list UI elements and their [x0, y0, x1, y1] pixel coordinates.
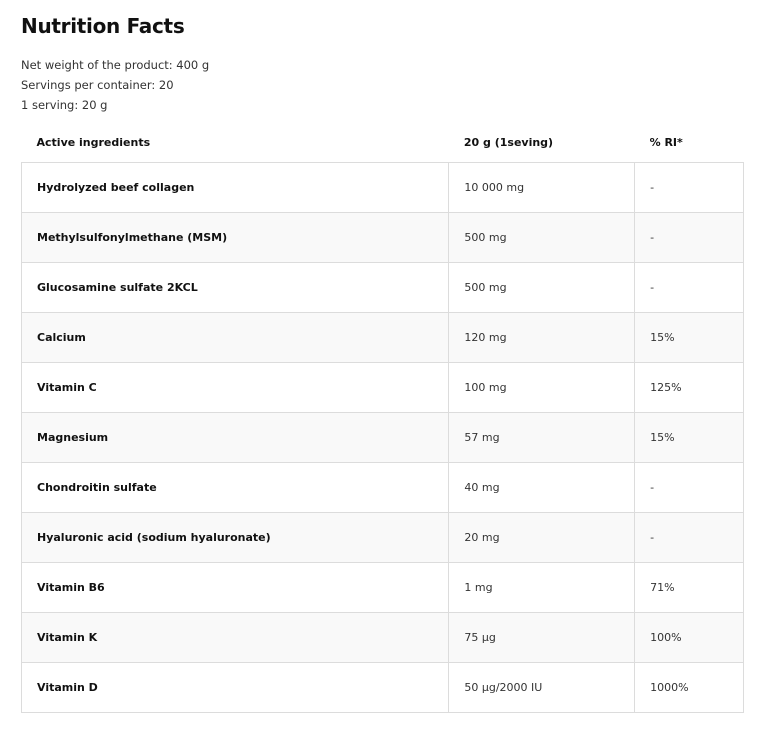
ingredient-amount: 50 µg/2000 IU: [448, 662, 636, 713]
table-row: Vitamin D 50 µg/2000 IU 1000%: [20, 662, 744, 713]
ingredient-ri: -: [634, 512, 744, 563]
ingredient-name: Chondroitin sulfate: [20, 462, 450, 513]
ingredient-amount: 500 mg: [448, 262, 636, 313]
table-row: Vitamin C 100 mg 125%: [20, 362, 744, 413]
table-row: Magnesium 57 mg 15%: [20, 412, 744, 463]
ingredient-name: Vitamin K: [20, 612, 450, 663]
ingredient-amount: 500 mg: [448, 212, 636, 263]
ingredient-name: Calcium: [20, 312, 450, 363]
table-header-row: Active ingredients 20 g (1seving) % RI*: [22, 122, 744, 163]
ingredient-amount: 1 mg: [448, 562, 636, 613]
ingredient-amount: 40 mg: [448, 462, 636, 513]
table-row: Vitamin B6 1 mg 71%: [20, 562, 744, 613]
nutrition-table: Active ingredients 20 g (1seving) % RI* …: [20, 122, 744, 713]
ingredient-name: Vitamin C: [20, 362, 450, 413]
ingredient-amount: 75 µg: [448, 612, 636, 663]
header-ingredient: Active ingredients: [36, 135, 151, 149]
ingredient-amount: 57 mg: [448, 412, 636, 463]
page-title: Nutrition Facts: [21, 14, 185, 38]
ingredient-ri: 15%: [634, 312, 744, 363]
ingredient-ri: -: [634, 262, 744, 313]
table-row: Calcium 120 mg 15%: [20, 312, 744, 363]
ingredient-name: Magnesium: [20, 412, 450, 463]
ingredient-ri: -: [634, 212, 744, 263]
ingredient-ri: -: [634, 162, 744, 213]
ingredient-ri: 1000%: [634, 662, 744, 713]
table-row: Methylsulfonylmethane (MSM) 500 mg -: [20, 212, 744, 263]
product-meta: Net weight of the product: 400 g Serving…: [21, 55, 209, 115]
table-row: Chondroitin sulfate 40 mg -: [20, 462, 744, 513]
serving-size: 1 serving: 20 g: [21, 98, 108, 112]
ingredient-ri: 100%: [634, 612, 744, 663]
table-row: Glucosamine sulfate 2KCL 500 mg -: [20, 262, 744, 313]
ingredient-name: Vitamin B6: [20, 562, 450, 613]
ingredient-ri: -: [634, 462, 744, 513]
ingredient-amount: 120 mg: [448, 312, 636, 363]
servings-per-container: Servings per container: 20: [21, 78, 174, 92]
table-row: Vitamin K 75 µg 100%: [20, 612, 744, 663]
ingredient-ri: 125%: [634, 362, 744, 413]
ingredient-name: Methylsulfonylmethane (MSM): [20, 212, 450, 263]
ingredient-amount: 10 000 mg: [448, 162, 636, 213]
ingredient-amount: 100 mg: [448, 362, 636, 413]
ingredient-ri: 71%: [634, 562, 744, 613]
ingredient-name: Vitamin D: [20, 662, 450, 713]
ingredient-ri: 15%: [634, 412, 744, 463]
ingredient-name: Hydrolyzed beef collagen: [20, 162, 450, 213]
table-row: Hydrolyzed beef collagen 10 000 mg -: [20, 162, 744, 213]
header-amount: 20 g (1seving): [463, 135, 554, 149]
ingredient-amount: 20 mg: [448, 512, 636, 563]
ingredient-name: Glucosamine sulfate 2KCL: [20, 262, 450, 313]
net-weight: Net weight of the product: 400 g: [21, 58, 210, 72]
ingredient-name: Hyaluronic acid (sodium hyaluronate): [20, 512, 450, 563]
header-ri: % RI*: [649, 135, 683, 149]
table-row: Hyaluronic acid (sodium hyaluronate) 20 m…: [20, 512, 744, 563]
